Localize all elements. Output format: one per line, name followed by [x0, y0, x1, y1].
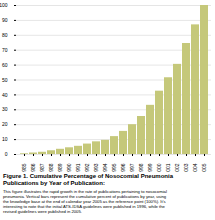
- svg-text:1999: 1999: [147, 163, 153, 172]
- svg-text:80: 80: [2, 32, 8, 38]
- svg-text:1997: 1997: [129, 163, 135, 172]
- svg-text:2000: 2000: [156, 163, 162, 172]
- svg-text:90: 90: [2, 17, 8, 23]
- svg-text:40: 40: [2, 92, 8, 98]
- svg-text:1988: 1988: [48, 163, 54, 172]
- html-text:This figure illustrates the ra: This figure illustrates the rapid growth…: [3, 188, 167, 215]
- svg-text:1995: 1995: [111, 163, 117, 172]
- svg-text:60: 60: [2, 62, 8, 68]
- svg-text:1996: 1996: [120, 163, 126, 172]
- svg-text:1990: 1990: [66, 163, 72, 172]
- svg-text:1992: 1992: [84, 163, 90, 172]
- svg-text:1991: 1991: [75, 163, 81, 172]
- svg-text:2004: 2004: [192, 163, 198, 172]
- svg-text:1985: 1985: [21, 163, 27, 172]
- svg-text:1989: 1989: [57, 163, 63, 172]
- svg-text:1993: 1993: [93, 163, 99, 172]
- svg-text:100: 100: [0, 2, 8, 8]
- svg-text:2001: 2001: [165, 163, 171, 172]
- svg-text:50: 50: [2, 77, 8, 83]
- svg-text:2002: 2002: [174, 163, 180, 172]
- html-text:Figure 1. Cumulative Percentag: Figure 1. Cumulative Percentage of Nosoc…: [3, 173, 173, 186]
- svg-text:1986: 1986: [30, 163, 36, 172]
- svg-text:1994: 1994: [102, 163, 108, 172]
- svg-text:0: 0: [5, 151, 8, 157]
- svg-text:30: 30: [2, 106, 8, 112]
- svg-text:10: 10: [2, 136, 8, 142]
- svg-text:1987: 1987: [39, 163, 45, 172]
- svg-text:70: 70: [2, 47, 8, 53]
- svg-text:20: 20: [2, 121, 8, 127]
- svg-text:2003: 2003: [183, 163, 189, 172]
- svg-text:1998: 1998: [138, 163, 144, 172]
- svg-text:2005: 2005: [201, 163, 207, 172]
